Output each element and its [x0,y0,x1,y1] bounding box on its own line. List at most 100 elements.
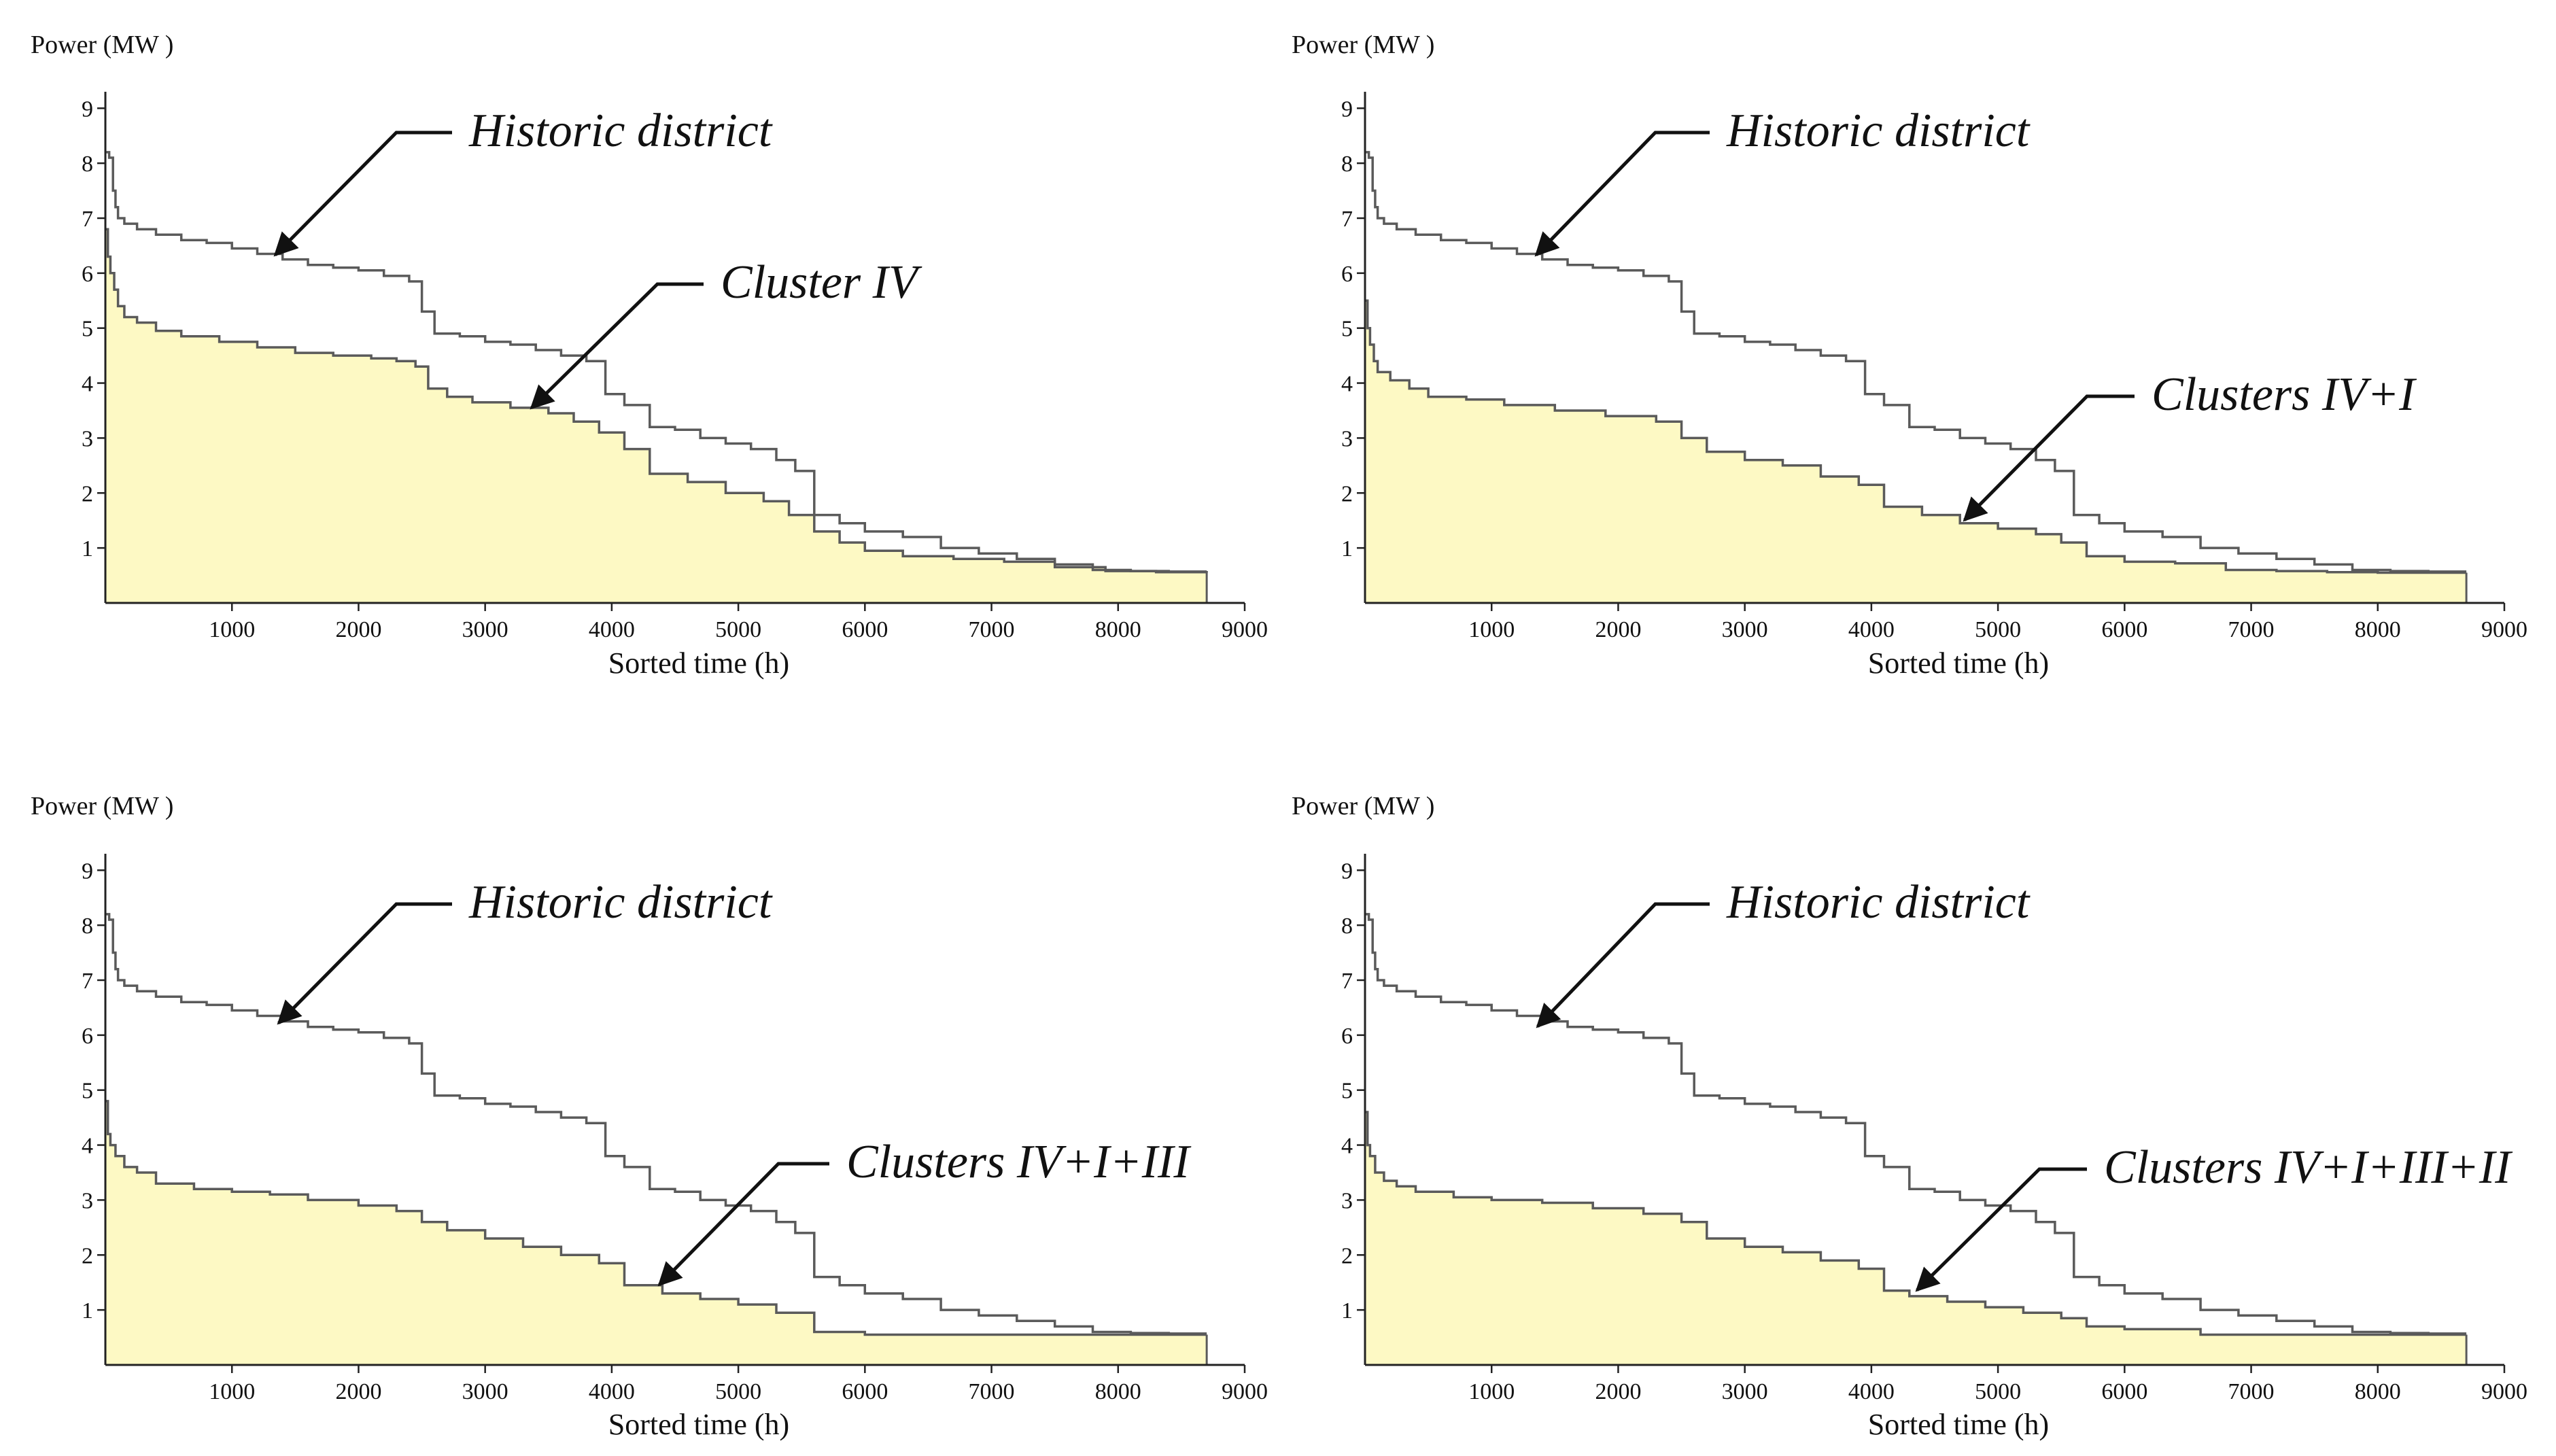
x-tick-label: 6000 [842,1379,888,1404]
x-tick-label: 9000 [1222,617,1268,642]
x-tick-label: 1000 [209,617,255,642]
x-tick-label: 8000 [1095,617,1141,642]
annotation-label: Historic district [468,105,773,157]
x-axis-label: Sorted time (h) [608,1408,789,1441]
series-area-fill [105,1100,1207,1365]
series-line [1365,151,2467,573]
annotation-label: Historic district [1726,105,2031,157]
x-tick-label: 3000 [462,617,508,642]
y-tick-label: 9 [1341,859,1353,884]
annotation-label: Clusters IV+I [2152,368,2417,421]
annotation-arrow [530,282,704,410]
y-tick-label: 4 [1341,372,1353,397]
y-tick-label: 6 [1341,1024,1353,1049]
y-axis-label: Power (MW ) [31,792,173,820]
x-tick-label: 7000 [969,617,1015,642]
x-axis-label: Sorted time (h) [608,646,789,680]
chart-panel-4: 1000 2000 3000 4000 5000 6000 7000 8000 9000 1 2 3 4… [1292,792,2527,1441]
y-tick-label: 9 [82,97,93,122]
x-tick-label: 7000 [2228,1379,2275,1404]
y-tick-label: 1 [82,1298,93,1323]
annotation-arrow [273,131,452,257]
annotation-label: Cluster IV [721,256,922,309]
x-tick-label: 9000 [2481,617,2527,642]
y-tick-label: 2 [82,481,93,506]
y-tick-label: 7 [82,969,93,994]
y-tick-label: 9 [82,859,93,884]
y-tick-label: 4 [1341,1134,1353,1159]
annotation-arrow [277,902,452,1025]
x-tick-label: 4000 [589,1379,635,1404]
y-tick-label: 9 [1341,97,1353,122]
annotation-arrow [1536,902,1710,1028]
y-tick-label: 7 [1341,969,1353,994]
series-line [1365,913,2467,1335]
series-line [105,228,1208,574]
x-tick-label: 8000 [2355,617,2401,642]
x-tick-label: 3000 [1722,617,1768,642]
x-tick-label: 3000 [462,1379,508,1404]
y-tick-label: 6 [1341,262,1353,287]
x-tick-label: 1000 [1468,617,1515,642]
y-tick-label: 3 [1341,1188,1353,1213]
x-tick-label: 6000 [2101,1379,2147,1404]
x-tick-label: 4000 [589,617,635,642]
y-tick-label: 5 [82,317,93,342]
y-axis-label: Power (MW ) [1292,31,1434,59]
x-tick-label: 9000 [2481,1379,2527,1404]
y-axis-label: Power (MW ) [1292,792,1434,820]
x-tick-label: 1000 [209,1379,255,1404]
chart-panel-1: 1000 2000 3000 4000 5000 6000 7000 8000 9000 1 2 3 4… [31,31,1268,680]
y-tick-label: 7 [82,207,93,232]
series-area-fill [1365,300,2467,603]
y-tick-label: 8 [82,152,93,177]
x-tick-label: 8000 [1095,1379,1141,1404]
x-axis-label: Sorted time (h) [1868,646,2049,680]
annotation-arrow [1915,1167,2087,1292]
y-tick-label: 6 [82,1024,93,1049]
x-tick-label: 5000 [1975,617,2021,642]
x-tick-label: 7000 [2228,617,2275,642]
x-tick-label: 5000 [715,1379,761,1404]
y-tick-label: 3 [82,1188,93,1213]
series-line [105,913,1207,1335]
x-tick-label: 2000 [335,1379,381,1404]
annotation-arrow [1534,131,1710,257]
y-tick-label: 1 [1341,1298,1353,1323]
y-tick-label: 1 [82,536,93,561]
annotation-label: Clusters IV+I+III [846,1136,1192,1188]
x-axis-label: Sorted time (h) [1868,1408,2049,1441]
series-line [1365,299,2467,574]
annotation-label: Historic district [1726,876,2031,929]
y-tick-label: 4 [82,372,93,397]
x-tick-label: 8000 [2355,1379,2401,1404]
x-tick-label: 2000 [1595,1379,1641,1404]
series-area-fill [105,229,1207,603]
x-tick-label: 6000 [2101,617,2147,642]
annotation-arrow [1963,394,2135,522]
series-line [105,151,1207,573]
x-tick-label: 2000 [1595,617,1641,642]
y-tick-label: 7 [1341,207,1353,232]
x-tick-label: 7000 [969,1379,1015,1404]
x-tick-label: 2000 [335,617,381,642]
x-tick-label: 4000 [1848,617,1895,642]
y-tick-label: 5 [1341,1079,1353,1104]
chart-panel-2: 1000 2000 3000 4000 5000 6000 7000 8000 9000 1 2 3 4… [1292,31,2527,680]
x-tick-label: 5000 [715,617,761,642]
y-tick-label: 2 [1341,1243,1353,1268]
y-tick-label: 3 [1341,426,1353,451]
y-tick-label: 3 [82,426,93,451]
x-tick-label: 4000 [1848,1379,1895,1404]
y-axis-label: Power (MW ) [31,31,173,59]
series-line [105,1100,1207,1336]
annotation-label: Historic district [468,876,773,929]
y-tick-label: 4 [82,1134,93,1159]
x-tick-label: 5000 [1975,1379,2021,1404]
y-tick-label: 8 [1341,152,1353,177]
y-tick-label: 5 [82,1079,93,1104]
y-tick-label: 8 [1341,914,1353,939]
chart-panel-3: 1000 2000 3000 4000 5000 6000 7000 8000 9000 1 2 3 4… [31,792,1268,1441]
x-tick-label: 1000 [1468,1379,1515,1404]
